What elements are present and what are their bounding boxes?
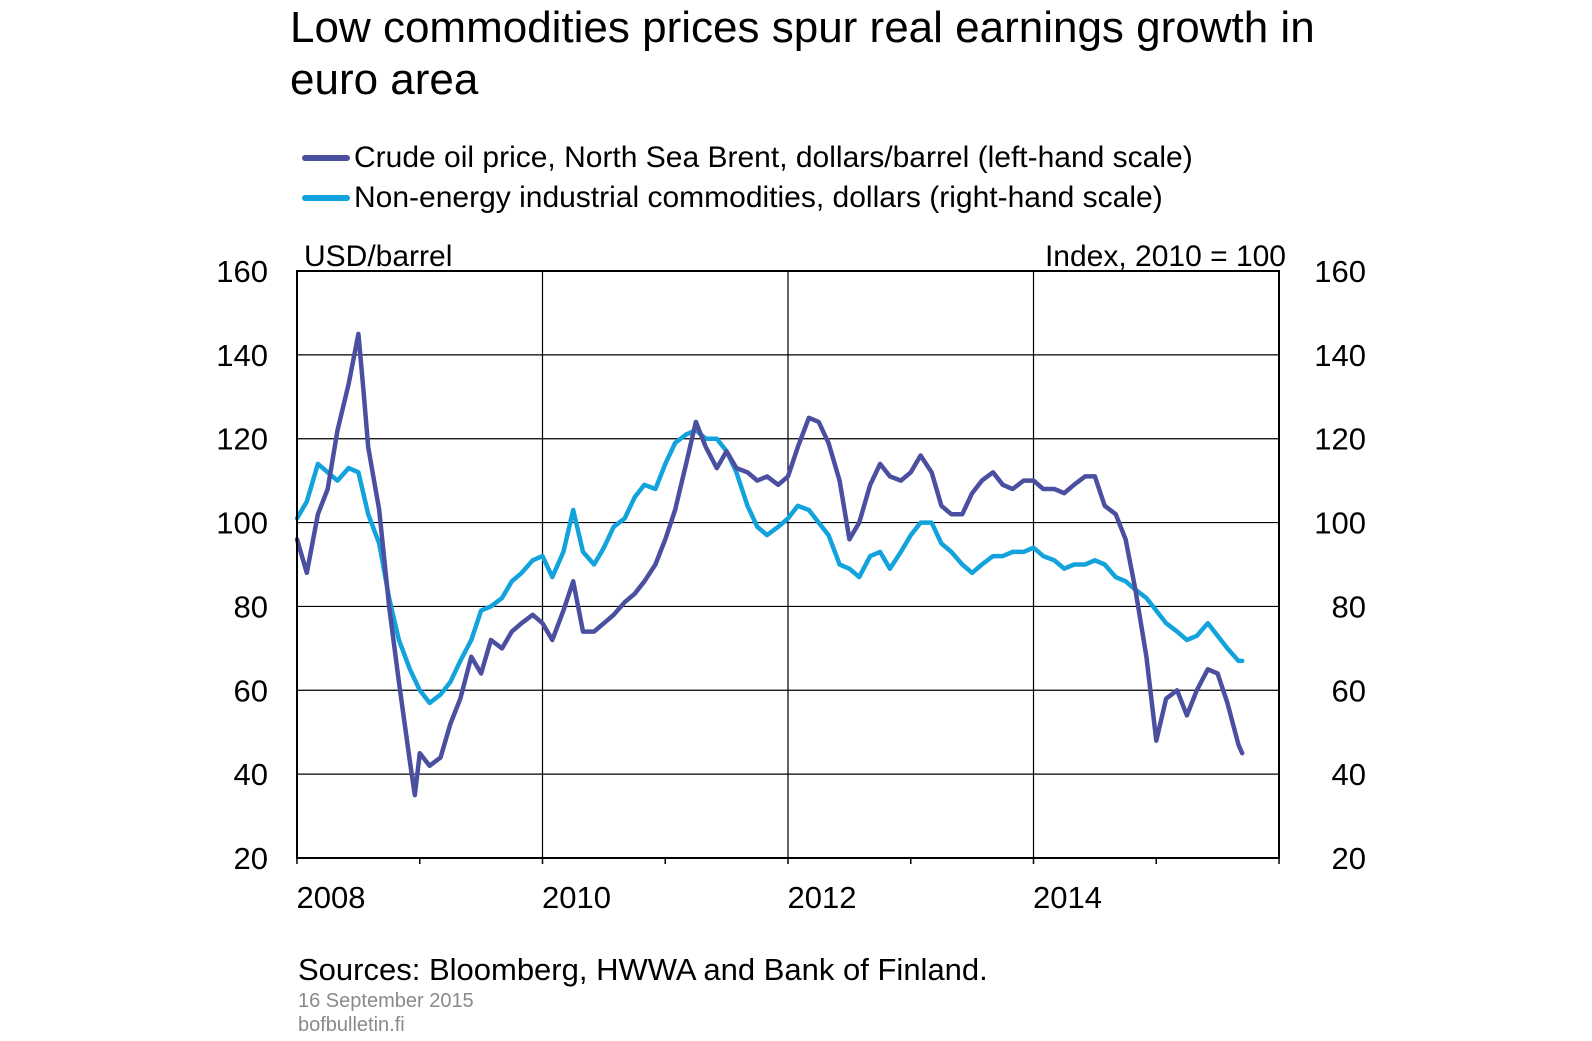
x-tick-label-2014: 2014 — [1033, 880, 1102, 915]
y-right-tick-label-140: 140 — [1314, 338, 1366, 373]
y-right-tick-label-40: 40 — [1332, 757, 1366, 792]
right-axis-unit-label: Index, 2010 = 100 — [1044, 240, 1286, 273]
legend: Crude oil price, North Sea Brent, dollar… — [302, 138, 1193, 218]
publication-date: 16 September 2015 — [298, 990, 474, 1012]
plot-frame — [296, 270, 1280, 859]
y-left-tick-label-160: 160 — [216, 254, 268, 289]
y-left-tick-label-140: 140 — [216, 338, 268, 373]
y-left-tick-label-100: 100 — [216, 506, 268, 541]
series-lines — [294, 331, 1245, 798]
legend-swatch-crude-oil — [302, 155, 350, 161]
y-right-tick-label-20: 20 — [1332, 841, 1366, 876]
chart-title: Low commodities prices spur real earning… — [290, 3, 1315, 104]
series-line-non-energy — [294, 428, 1245, 706]
site-name: bofbulletin.fi — [298, 1014, 405, 1036]
x-tick-label-2012: 2012 — [788, 880, 857, 915]
y-right-tick-label-80: 80 — [1332, 589, 1366, 624]
y-right-tick-label-120: 120 — [1314, 422, 1366, 457]
legend-label-non-energy: Non-energy industrial commodities, dolla… — [354, 181, 1163, 214]
y-right-tick-label-100: 100 — [1314, 506, 1366, 541]
y-right-tick-label-60: 60 — [1332, 673, 1366, 708]
legend-item-crude-oil: Crude oil price, North Sea Brent, dollar… — [302, 138, 1193, 178]
x-tick-label-2010: 2010 — [542, 880, 611, 915]
y-left-tick-label-80: 80 — [234, 589, 268, 624]
x-tick-label-2008: 2008 — [297, 880, 366, 915]
legend-item-non-energy: Non-energy industrial commodities, dolla… — [302, 178, 1193, 218]
series-line-crude-oil — [294, 331, 1245, 798]
y-left-tick-label-120: 120 — [216, 422, 268, 457]
legend-label-crude-oil: Crude oil price, North Sea Brent, dollar… — [354, 141, 1193, 174]
y-left-tick-label-20: 20 — [234, 841, 268, 876]
y-left-tick-label-60: 60 — [234, 673, 268, 708]
legend-swatch-non-energy — [302, 195, 350, 201]
left-axis-unit-label: USD/barrel — [304, 240, 453, 273]
y-left-tick-label-40: 40 — [234, 757, 268, 792]
y-right-tick-label-160: 160 — [1314, 254, 1366, 289]
axis-tick-labels: 20 20 40 40 60 60 80 80 100 100 120 120 140 140 160 160… — [216, 254, 1366, 915]
source-note: Sources: Bloomberg, HWWA and Bank of Fin… — [298, 952, 988, 987]
